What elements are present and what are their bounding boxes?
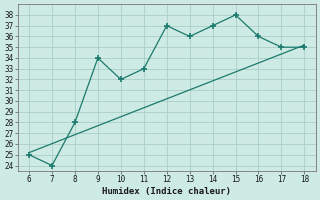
X-axis label: Humidex (Indice chaleur): Humidex (Indice chaleur) [102, 187, 231, 196]
